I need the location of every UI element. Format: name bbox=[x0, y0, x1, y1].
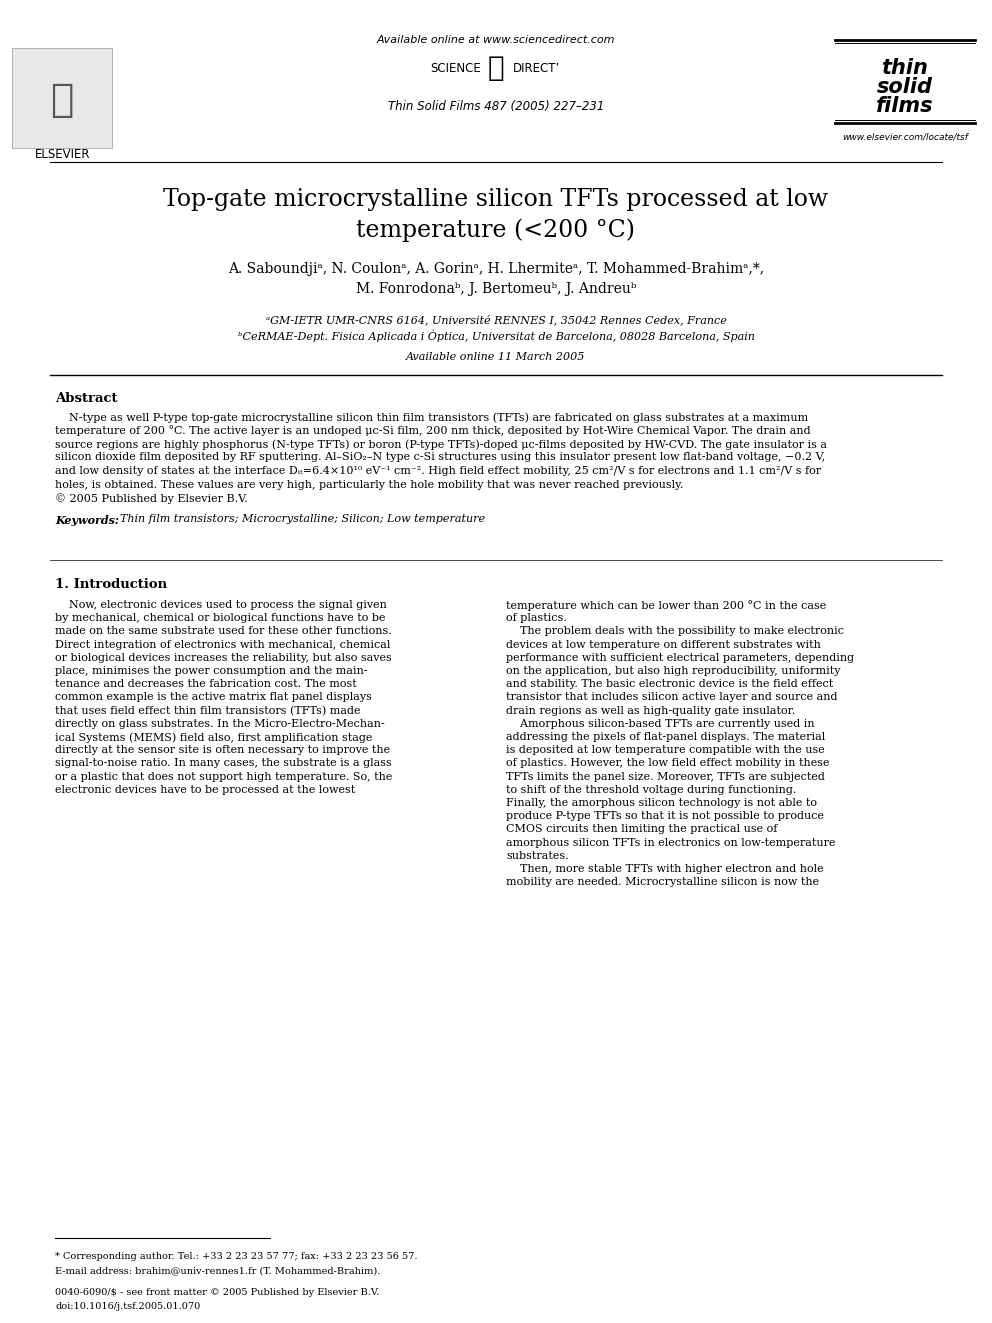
Text: temperature (<200 °C): temperature (<200 °C) bbox=[356, 218, 636, 242]
Text: Thin film transistors; Microcrystalline; Silicon; Low temperature: Thin film transistors; Microcrystalline;… bbox=[120, 515, 485, 524]
Text: TFTs limits the panel size. Moreover, TFTs are subjected: TFTs limits the panel size. Moreover, TF… bbox=[506, 771, 825, 782]
Text: Available online at www.sciencedirect.com: Available online at www.sciencedirect.co… bbox=[377, 34, 615, 45]
Text: SCIENCE: SCIENCE bbox=[430, 61, 481, 74]
Text: produce P-type TFTs so that it is not possible to produce: produce P-type TFTs so that it is not po… bbox=[506, 811, 824, 822]
Text: ᵇCeRMAE-Dept. Fisica Aplicada i Òptica, Universitat de Barcelona, 08028 Barcelon: ᵇCeRMAE-Dept. Fisica Aplicada i Òptica, … bbox=[237, 329, 755, 343]
Text: tenance and decreases the fabrication cost. The most: tenance and decreases the fabrication co… bbox=[55, 679, 357, 689]
Text: Thin Solid Films 487 (2005) 227–231: Thin Solid Films 487 (2005) 227–231 bbox=[388, 101, 604, 112]
Text: amorphous silicon TFTs in electronics on low-temperature: amorphous silicon TFTs in electronics on… bbox=[506, 837, 835, 848]
Text: 🌿: 🌿 bbox=[51, 81, 73, 119]
Text: Then, more stable TFTs with higher electron and hole: Then, more stable TFTs with higher elect… bbox=[506, 864, 823, 875]
Text: common example is the active matrix flat panel displays: common example is the active matrix flat… bbox=[55, 692, 372, 703]
Text: M. Fonrodonaᵇ, J. Bertomeuᵇ, J. Andreuᵇ: M. Fonrodonaᵇ, J. Bertomeuᵇ, J. Andreuᵇ bbox=[356, 282, 636, 296]
Text: 0040-6090/$ - see front matter © 2005 Published by Elsevier B.V.: 0040-6090/$ - see front matter © 2005 Pu… bbox=[55, 1289, 379, 1297]
Text: ⓐ: ⓐ bbox=[488, 54, 504, 82]
Text: and low density of states at the interface Dᵢₜ=6.4×10¹⁰ eV⁻¹ cm⁻². High field ef: and low density of states at the interfa… bbox=[55, 466, 821, 476]
Text: The problem deals with the possibility to make electronic: The problem deals with the possibility t… bbox=[506, 626, 844, 636]
Text: CMOS circuits then limiting the practical use of: CMOS circuits then limiting the practica… bbox=[506, 824, 778, 835]
Text: directly on glass substrates. In the Micro-Electro-Mechan-: directly on glass substrates. In the Mic… bbox=[55, 718, 385, 729]
Text: holes, is obtained. These values are very high, particularly the hole mobility t: holes, is obtained. These values are ver… bbox=[55, 479, 683, 490]
Text: temperature of 200 °C. The active layer is an undoped μc-Si film, 200 nm thick, : temperature of 200 °C. The active layer … bbox=[55, 426, 810, 437]
Text: ELSEVIER: ELSEVIER bbox=[36, 148, 90, 161]
Text: to shift of the threshold voltage during functioning.: to shift of the threshold voltage during… bbox=[506, 785, 797, 795]
Text: of plastics. However, the low field effect mobility in these: of plastics. However, the low field effe… bbox=[506, 758, 829, 769]
Text: transistor that includes silicon active layer and source and: transistor that includes silicon active … bbox=[506, 692, 837, 703]
Text: E-mail address: brahim@univ-rennes1.fr (T. Mohammed-Brahim).: E-mail address: brahim@univ-rennes1.fr (… bbox=[55, 1266, 380, 1275]
Text: made on the same substrate used for these other functions.: made on the same substrate used for thes… bbox=[55, 626, 392, 636]
Text: place, minimises the power consumption and the main-: place, minimises the power consumption a… bbox=[55, 665, 368, 676]
Text: ical Systems (MEMS) field also, first amplification stage: ical Systems (MEMS) field also, first am… bbox=[55, 732, 372, 742]
Text: Keywords:: Keywords: bbox=[55, 515, 119, 525]
Text: devices at low temperature on different substrates with: devices at low temperature on different … bbox=[506, 639, 820, 650]
Text: Direct integration of electronics with mechanical, chemical: Direct integration of electronics with m… bbox=[55, 639, 391, 650]
Text: A. Saboundjiᵃ, N. Coulonᵃ, A. Gorinᵃ, H. Lhermiteᵃ, T. Mohammed-Brahimᵃ,*,: A. Saboundjiᵃ, N. Coulonᵃ, A. Gorinᵃ, H.… bbox=[228, 262, 764, 277]
Text: is deposited at low temperature compatible with the use: is deposited at low temperature compatib… bbox=[506, 745, 824, 755]
Text: temperature which can be lower than 200 °C in the case: temperature which can be lower than 200 … bbox=[506, 601, 826, 611]
Text: signal-to-noise ratio. In many cases, the substrate is a glass: signal-to-noise ratio. In many cases, th… bbox=[55, 758, 392, 769]
Text: * Corresponding author. Tel.: +33 2 23 23 57 77; fax: +33 2 23 23 56 57.: * Corresponding author. Tel.: +33 2 23 2… bbox=[55, 1252, 418, 1261]
Text: thin: thin bbox=[882, 58, 929, 78]
Text: 1. Introduction: 1. Introduction bbox=[55, 578, 167, 591]
Text: doi:10.1016/j.tsf.2005.01.070: doi:10.1016/j.tsf.2005.01.070 bbox=[55, 1302, 200, 1311]
Text: on the application, but also high reproducibility, uniformity: on the application, but also high reprod… bbox=[506, 665, 840, 676]
Text: solid: solid bbox=[877, 77, 933, 97]
Text: N-type as well P-type top-gate microcrystalline silicon thin film transistors (T: N-type as well P-type top-gate microcrys… bbox=[55, 411, 808, 422]
Text: or biological devices increases the reliability, but also saves: or biological devices increases the reli… bbox=[55, 652, 392, 663]
Text: substrates.: substrates. bbox=[506, 851, 568, 861]
Text: source regions are highly phosphorus (N-type TFTs) or boron (P-type TFTs)-doped : source regions are highly phosphorus (N-… bbox=[55, 439, 827, 450]
Text: silicon dioxide film deposited by RF sputtering. Al–SiO₂–N type c-Si structures : silicon dioxide film deposited by RF spu… bbox=[55, 452, 825, 463]
Text: addressing the pixels of flat-panel displays. The material: addressing the pixels of flat-panel disp… bbox=[506, 732, 825, 742]
Text: or a plastic that does not support high temperature. So, the: or a plastic that does not support high … bbox=[55, 771, 393, 782]
Text: drain regions as well as high-quality gate insulator.: drain regions as well as high-quality ga… bbox=[506, 705, 796, 716]
Text: directly at the sensor site is often necessary to improve the: directly at the sensor site is often nec… bbox=[55, 745, 390, 755]
Text: Now, electronic devices used to process the signal given: Now, electronic devices used to process … bbox=[55, 601, 387, 610]
Bar bbox=[12, 48, 112, 148]
Text: Available online 11 March 2005: Available online 11 March 2005 bbox=[407, 352, 585, 363]
Text: that uses field effect thin film transistors (TFTs) made: that uses field effect thin film transis… bbox=[55, 705, 360, 716]
Text: Abstract: Abstract bbox=[55, 392, 117, 405]
Text: and stability. The basic electronic device is the field effect: and stability. The basic electronic devi… bbox=[506, 679, 833, 689]
Text: Amorphous silicon-based TFTs are currently used in: Amorphous silicon-based TFTs are current… bbox=[506, 718, 814, 729]
Text: films: films bbox=[876, 97, 933, 116]
Text: mobility are needed. Microcrystalline silicon is now the: mobility are needed. Microcrystalline si… bbox=[506, 877, 819, 888]
Text: DIRECT’: DIRECT’ bbox=[513, 61, 560, 74]
Text: performance with sufficient electrical parameters, depending: performance with sufficient electrical p… bbox=[506, 652, 854, 663]
Text: electronic devices have to be processed at the lowest: electronic devices have to be processed … bbox=[55, 785, 355, 795]
Text: © 2005 Published by Elsevier B.V.: © 2005 Published by Elsevier B.V. bbox=[55, 493, 248, 504]
Text: Top-gate microcrystalline silicon TFTs processed at low: Top-gate microcrystalline silicon TFTs p… bbox=[164, 188, 828, 210]
Text: ᵃGM-IETR UMR-CNRS 6164, Université RENNES I, 35042 Rennes Cedex, France: ᵃGM-IETR UMR-CNRS 6164, Université RENNE… bbox=[266, 314, 726, 324]
Text: www.elsevier.com/locate/tsf: www.elsevier.com/locate/tsf bbox=[842, 132, 968, 142]
Text: Finally, the amorphous silicon technology is not able to: Finally, the amorphous silicon technolog… bbox=[506, 798, 817, 808]
Text: by mechanical, chemical or biological functions have to be: by mechanical, chemical or biological fu… bbox=[55, 613, 386, 623]
Text: of plastics.: of plastics. bbox=[506, 613, 566, 623]
